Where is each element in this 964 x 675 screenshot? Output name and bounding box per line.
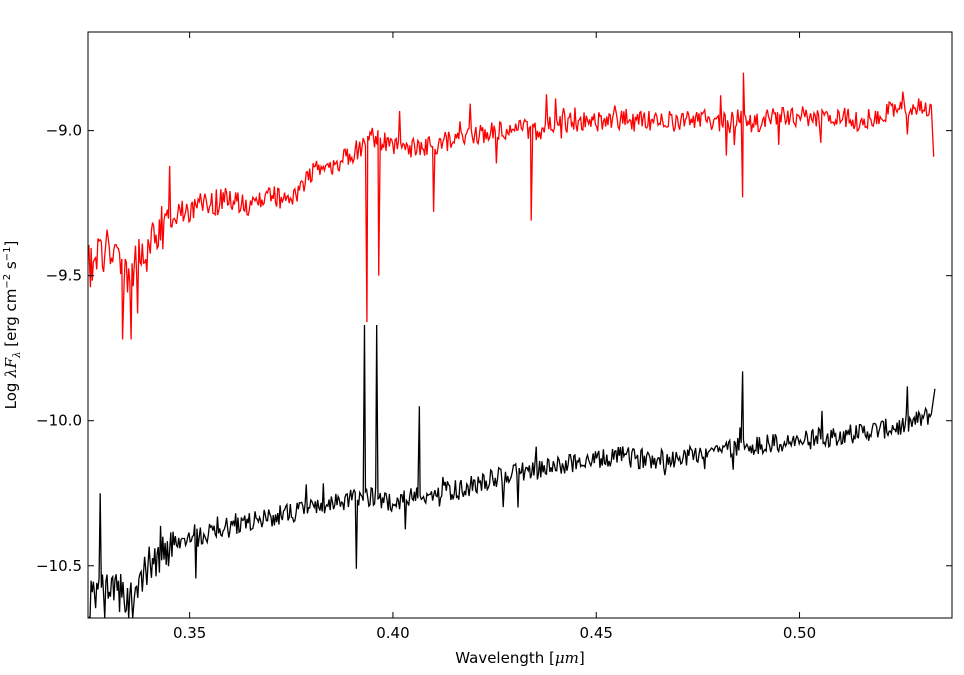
black-spectrum-line xyxy=(88,324,936,618)
y-tick-label: −9.5 xyxy=(46,267,82,285)
x-tick-label: 0.50 xyxy=(783,624,816,642)
red-spectrum-line xyxy=(88,72,935,340)
x-axis-ticks: 0.35 0.40 0.45 0.50 xyxy=(173,32,816,642)
y-axis-ticks: −9.0 −9.5 −10.0 −10.5 xyxy=(36,122,952,575)
series-layer xyxy=(88,72,936,618)
y-axis-label: Log λFλ [erg cm−2 s−1] xyxy=(2,241,23,410)
x-axis-label: Wavelength [μm] xyxy=(455,649,584,667)
x-tick-label: 0.40 xyxy=(376,624,409,642)
y-tick-label: −9.0 xyxy=(46,122,82,140)
plot-frame xyxy=(87,31,953,619)
y-tick-label: −10.0 xyxy=(36,412,82,430)
x-tick-label: 0.45 xyxy=(580,624,613,642)
x-tick-label: 0.35 xyxy=(173,624,206,642)
y-tick-label: −10.5 xyxy=(36,557,82,575)
